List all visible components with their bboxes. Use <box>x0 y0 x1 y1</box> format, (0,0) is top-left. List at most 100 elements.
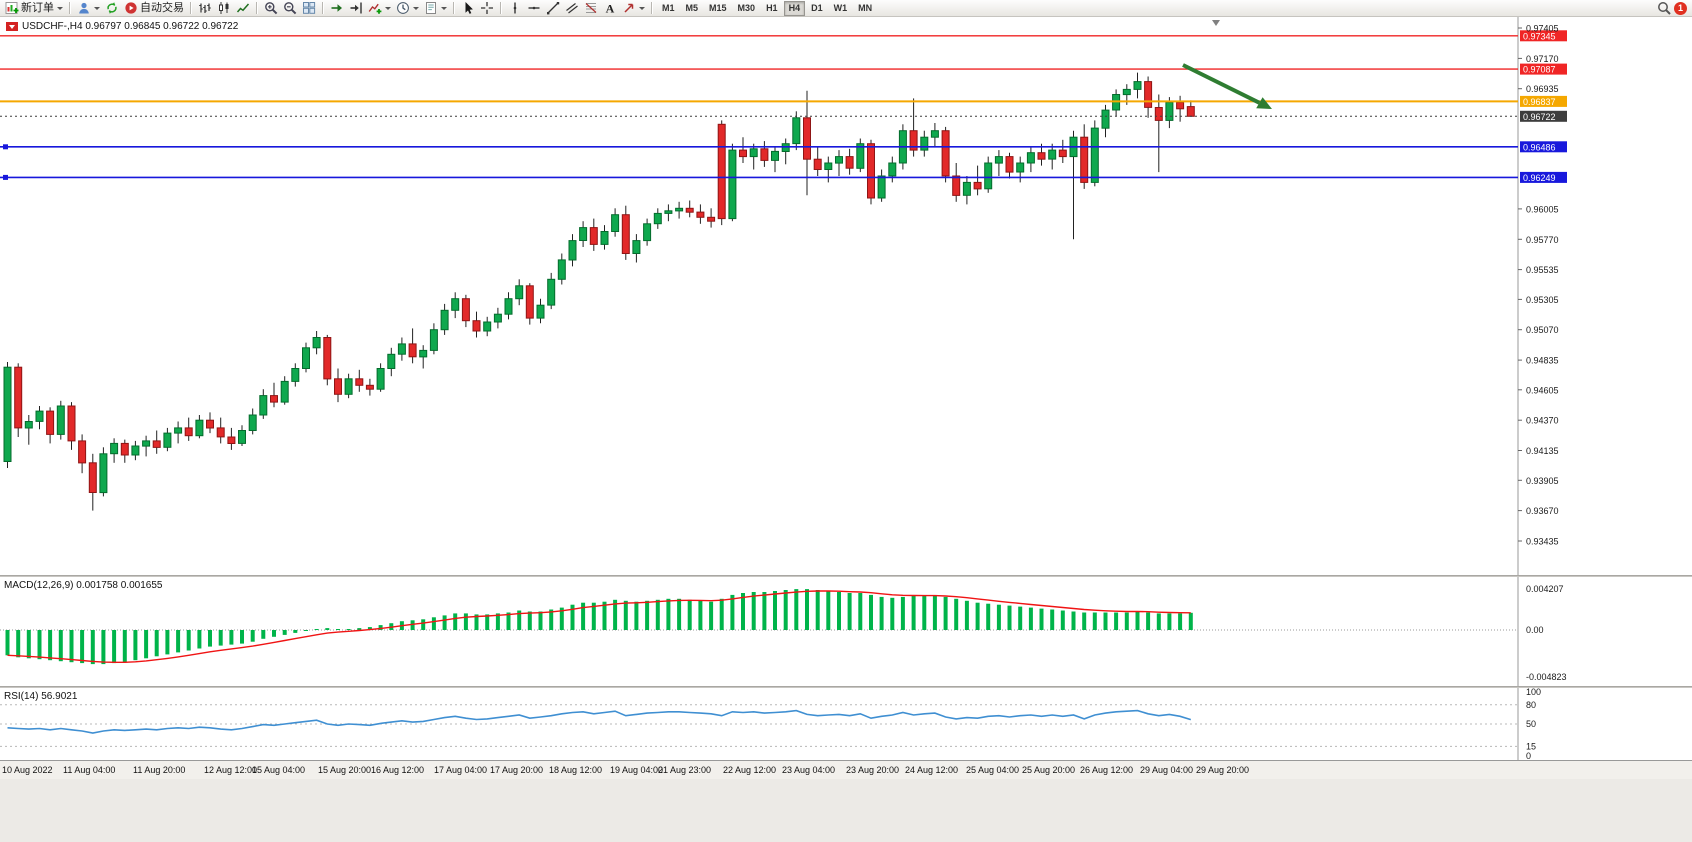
candle <box>344 373 353 399</box>
panel-splitter[interactable] <box>0 575 1692 577</box>
fibonacci-button[interactable] <box>582 0 600 16</box>
time-axis-label: 18 Aug 12:00 <box>549 765 603 775</box>
macd-axis-tick: 0.00 <box>1526 625 1544 635</box>
price-chart[interactable]: 0.97345 0.97087 0.96837 0.96722 0.96486 0.962… <box>0 17 1692 575</box>
line-chart-button[interactable] <box>234 0 252 16</box>
chart-shift-marker[interactable] <box>1212 20 1220 26</box>
timeframe-button-w1[interactable]: W1 <box>829 1 853 16</box>
candles-icon <box>217 1 231 15</box>
candle-chart-button[interactable] <box>215 0 233 16</box>
time-axis-label: 16 Aug 12:00 <box>371 765 425 775</box>
horizontal-line-button[interactable] <box>525 0 543 16</box>
timeframe-button-mn[interactable]: MN <box>853 1 877 16</box>
candle <box>440 303 449 335</box>
candle <box>216 417 225 444</box>
bar-chart-button[interactable] <box>196 0 214 16</box>
time-axis-label: 15 Aug 20:00 <box>318 765 372 775</box>
autotrade-button[interactable]: 自动交易 <box>122 0 186 16</box>
price-tag: 0.97087 <box>1520 63 1567 75</box>
candle <box>206 412 214 434</box>
time-axis-label: 25 Aug 04:00 <box>966 765 1020 775</box>
trend-arrow-annotation[interactable] <box>1182 63 1272 109</box>
timeframe-button-m1[interactable]: M1 <box>657 1 680 16</box>
timeframe-button-h4[interactable]: H4 <box>783 0 806 16</box>
time-axis[interactable]: 10 Aug 2022 11 Aug 04:00 11 Aug 20:00 12 Au… <box>0 760 1692 779</box>
tile-windows-button[interactable] <box>300 0 318 16</box>
zoom-in-icon <box>264 1 278 15</box>
svg-text:0.96837: 0.96837 <box>1523 97 1556 107</box>
svg-text:0.97087: 0.97087 <box>1523 65 1556 75</box>
cursor-icon <box>461 1 475 15</box>
line-chart-icon <box>236 1 250 15</box>
candle <box>771 146 779 173</box>
text-tool-icon: A <box>603 1 617 16</box>
new-order-button[interactable]: 新订单 <box>3 0 65 16</box>
candle <box>1101 104 1110 138</box>
candle <box>408 328 417 364</box>
rsi-chart[interactable]: 100 80 50 150 <box>0 687 1692 761</box>
macd-axis-tick: 0.004207 <box>1526 584 1564 594</box>
candle <box>142 435 151 457</box>
candle <box>557 253 566 285</box>
candle <box>291 363 300 387</box>
zoom-in-button[interactable] <box>262 0 280 16</box>
rsi-panel[interactable]: 100 80 50 15 0 <box>0 687 1692 765</box>
channel-button[interactable] <box>563 0 581 16</box>
refresh-button[interactable] <box>103 0 121 16</box>
time-axis-label: 12 Aug 12:00 <box>204 765 258 775</box>
fibo-icon <box>584 1 598 15</box>
autotrade-button-label: 自动交易 <box>140 2 184 14</box>
candle <box>632 234 641 263</box>
candle <box>717 120 726 226</box>
periods-button[interactable] <box>394 0 421 16</box>
chart-shift-button[interactable] <box>347 0 365 16</box>
line-handle[interactable] <box>3 144 8 150</box>
zoom-out-button[interactable] <box>281 0 299 16</box>
time-axis-label: 10 Aug 2022 <box>2 765 53 775</box>
horizontal-line-0.96249[interactable] <box>0 174 1518 180</box>
timeframe-button-d1[interactable]: D1 <box>806 1 828 16</box>
text-button[interactable]: A <box>601 0 619 16</box>
notification-badge[interactable]: 1 <box>1674 1 1687 15</box>
candle <box>547 272 556 310</box>
timeframe-button-h1[interactable]: H1 <box>761 1 783 16</box>
panel-splitter[interactable] <box>0 686 1692 688</box>
cursor-button[interactable] <box>459 0 477 16</box>
timeframe-button-m30[interactable]: M30 <box>733 1 761 16</box>
search-button[interactable] <box>1655 0 1673 16</box>
time-axis-label: 25 Aug 20:00 <box>1022 765 1076 775</box>
price-chart-panel[interactable]: 0.97345 0.97087 0.96837 0.96722 0.96486 0.962… <box>0 17 1692 580</box>
line-handle[interactable] <box>3 174 8 180</box>
timeframe-button-m5[interactable]: M5 <box>681 1 704 16</box>
chevron-down-icon <box>385 6 391 10</box>
macd-axis-tick: -0.004823 <box>1526 672 1567 682</box>
price-axis-tick: 0.96935 <box>1526 84 1559 94</box>
auto-scroll-button[interactable] <box>328 0 346 16</box>
time-axis-label: 15 Aug 04:00 <box>252 765 306 775</box>
price-tag: 0.96837 <box>1520 95 1567 107</box>
profiles-button[interactable] <box>75 0 102 16</box>
trendline-button[interactable] <box>544 0 562 16</box>
svg-text:0.96486: 0.96486 <box>1523 142 1556 152</box>
price-axis-tick: 0.95535 <box>1526 265 1559 275</box>
candle <box>941 126 950 183</box>
candle <box>600 225 609 250</box>
macd-chart[interactable]: 0.004207 0.00 -0.004823 <box>0 577 1692 686</box>
candle <box>792 111 801 151</box>
arrows-button[interactable] <box>620 0 647 16</box>
time-axis-label: 23 Aug 20:00 <box>846 765 900 775</box>
chevron-down-icon <box>639 6 645 10</box>
vertical-line-button[interactable] <box>506 0 524 16</box>
candle <box>376 363 385 392</box>
templates-button[interactable] <box>422 0 449 16</box>
timeframe-button-m15[interactable]: M15 <box>704 1 732 16</box>
rsi-header: RSI(14) 56.9021 <box>4 691 78 702</box>
macd-panel[interactable]: 0.004207 0.00 -0.004823 <box>0 577 1692 691</box>
price-axis-tick: 0.94835 <box>1526 356 1559 366</box>
crosshair-button[interactable] <box>478 0 496 16</box>
horizontal-line-0.96486[interactable] <box>0 144 1518 150</box>
indicators-button[interactable] <box>366 0 393 16</box>
price-axis-tick: 0.96005 <box>1526 204 1559 214</box>
candle <box>56 400 65 440</box>
candle <box>536 298 545 324</box>
